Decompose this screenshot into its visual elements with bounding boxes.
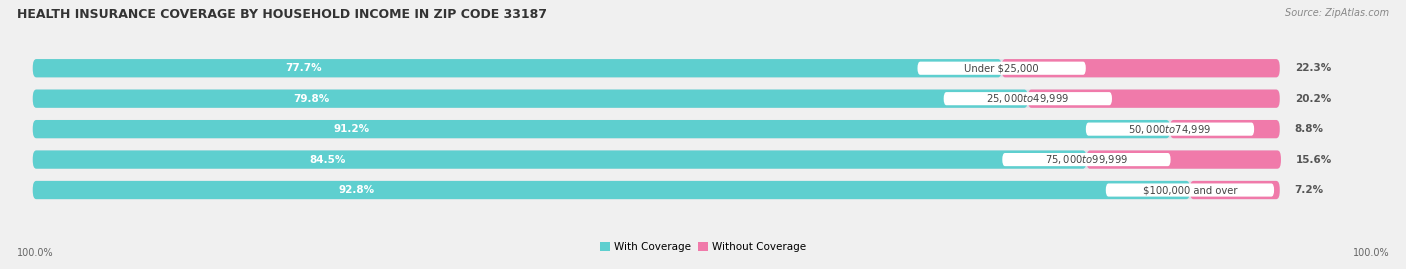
FancyBboxPatch shape <box>32 59 1001 77</box>
Text: $50,000 to $74,999: $50,000 to $74,999 <box>1129 123 1212 136</box>
FancyBboxPatch shape <box>1001 59 1279 77</box>
Text: 84.5%: 84.5% <box>309 155 346 165</box>
Text: 15.6%: 15.6% <box>1296 155 1331 165</box>
FancyBboxPatch shape <box>32 150 1087 169</box>
FancyBboxPatch shape <box>1087 150 1281 169</box>
Text: $100,000 and over: $100,000 and over <box>1143 185 1237 195</box>
FancyBboxPatch shape <box>1189 181 1279 199</box>
Text: 77.7%: 77.7% <box>285 63 322 73</box>
Legend: With Coverage, Without Coverage: With Coverage, Without Coverage <box>596 238 810 256</box>
FancyBboxPatch shape <box>32 120 1279 138</box>
FancyBboxPatch shape <box>918 62 1085 75</box>
FancyBboxPatch shape <box>1105 183 1274 197</box>
Text: 100.0%: 100.0% <box>17 248 53 258</box>
Text: 79.8%: 79.8% <box>294 94 329 104</box>
FancyBboxPatch shape <box>32 181 1189 199</box>
Text: Under $25,000: Under $25,000 <box>965 63 1039 73</box>
Text: $25,000 to $49,999: $25,000 to $49,999 <box>986 92 1070 105</box>
FancyBboxPatch shape <box>32 90 1279 108</box>
FancyBboxPatch shape <box>32 181 1279 199</box>
Text: 8.8%: 8.8% <box>1295 124 1323 134</box>
Text: 100.0%: 100.0% <box>1353 248 1389 258</box>
Text: HEALTH INSURANCE COVERAGE BY HOUSEHOLD INCOME IN ZIP CODE 33187: HEALTH INSURANCE COVERAGE BY HOUSEHOLD I… <box>17 8 547 21</box>
FancyBboxPatch shape <box>943 92 1112 105</box>
Text: 92.8%: 92.8% <box>339 185 375 195</box>
FancyBboxPatch shape <box>32 120 1170 138</box>
Text: 20.2%: 20.2% <box>1295 94 1331 104</box>
FancyBboxPatch shape <box>32 90 1028 108</box>
Text: $75,000 to $99,999: $75,000 to $99,999 <box>1045 153 1128 166</box>
Text: 22.3%: 22.3% <box>1295 63 1331 73</box>
Text: Source: ZipAtlas.com: Source: ZipAtlas.com <box>1285 8 1389 18</box>
Text: 91.2%: 91.2% <box>333 124 370 134</box>
FancyBboxPatch shape <box>1170 120 1279 138</box>
FancyBboxPatch shape <box>1028 90 1279 108</box>
FancyBboxPatch shape <box>32 59 1279 77</box>
FancyBboxPatch shape <box>32 150 1279 169</box>
Text: 7.2%: 7.2% <box>1295 185 1324 195</box>
FancyBboxPatch shape <box>1002 153 1171 166</box>
FancyBboxPatch shape <box>1085 123 1254 136</box>
